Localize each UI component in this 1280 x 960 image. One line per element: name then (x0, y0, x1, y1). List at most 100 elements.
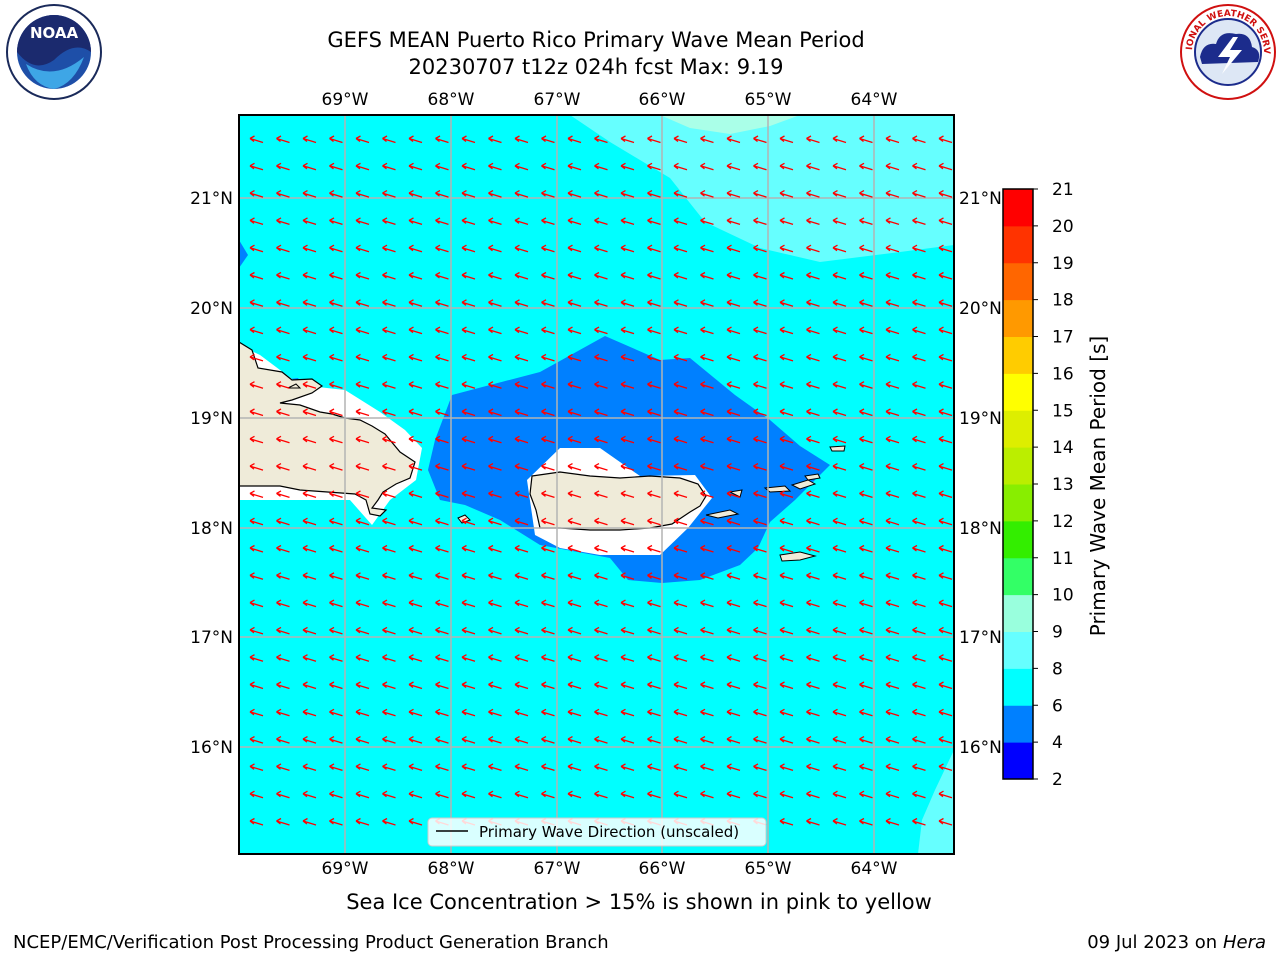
direction-arrow (726, 435, 741, 444)
ocean-period-9-southeast (918, 750, 954, 854)
direction-arrow (726, 190, 741, 198)
direction-arrow (832, 162, 847, 171)
direction-arrow (753, 736, 767, 744)
direction-arrow (594, 299, 608, 307)
direction-arrow (488, 408, 502, 417)
direction-arrow (408, 599, 423, 608)
direction-arrow (355, 435, 370, 444)
direction-arrow (435, 271, 449, 280)
lat-labels-left: 21°N 20°N 19°N 18°N 17°N 16°N (190, 189, 233, 758)
direction-arrow (567, 463, 582, 471)
direction-arrow (514, 190, 529, 198)
direction-arrow (302, 517, 317, 526)
direction-arrow (912, 490, 926, 499)
direction-arrow (302, 463, 317, 471)
direction-arrow (700, 135, 714, 144)
direction-arrow (488, 490, 502, 499)
direction-arrow (726, 654, 741, 662)
direction-arrow (408, 244, 423, 253)
direction-arrow (249, 681, 264, 690)
direction-arrow (461, 408, 476, 417)
direction-arrow (408, 490, 423, 499)
colorbar-tick-label: 19 (1052, 254, 1074, 274)
lat-label: 21°N (190, 189, 233, 209)
direction-arrow (806, 790, 820, 799)
direction-arrow (514, 326, 529, 335)
direction-arrow (514, 217, 529, 226)
direction-arrow (673, 681, 688, 690)
direction-arrow (461, 544, 476, 553)
direction-arrow (249, 463, 264, 471)
direction-arrow (620, 190, 635, 198)
direction-arrow (885, 271, 900, 280)
direction-arrow (302, 572, 317, 580)
direction-arrow (938, 544, 953, 553)
ocean-period-10-north (660, 115, 800, 134)
direction-arrow (912, 736, 926, 744)
colorbar-tick-label: 17 (1052, 328, 1074, 348)
direction-arrow (488, 299, 502, 307)
direction-arrow (594, 463, 608, 471)
lon-label: 66°W (639, 90, 686, 110)
direction-arrow (329, 681, 343, 690)
colorbar-tick-label: 11 (1052, 549, 1074, 569)
direction-arrow (647, 435, 661, 444)
direction-arrow (859, 162, 873, 171)
direction-arrow (249, 244, 264, 253)
direction-arrow (541, 244, 555, 253)
direction-arrow (461, 463, 476, 471)
direction-arrow (382, 626, 396, 635)
direction-arrow (382, 435, 396, 444)
direction-arrow (673, 326, 688, 335)
direction-arrow (567, 736, 582, 744)
direction-arrow (700, 353, 714, 362)
colorbar-tick-label: 18 (1052, 291, 1074, 311)
direction-arrow (859, 435, 873, 444)
direction-arrow (912, 572, 926, 580)
direction-arrow (859, 817, 873, 826)
direction-arrow (302, 353, 317, 362)
direction-arrow (541, 654, 555, 662)
direction-arrow (938, 817, 953, 826)
direction-arrow (832, 381, 847, 389)
direction-arrow (567, 190, 582, 198)
direction-arrow (249, 817, 264, 826)
direction-arrow (567, 299, 582, 307)
direction-arrow (779, 681, 794, 690)
direction-arrow (726, 736, 741, 744)
direction-arrow (779, 190, 794, 198)
direction-arrow (355, 463, 370, 471)
sea-ice-caption: Sea Ice Concentration > 15% is shown in … (346, 890, 932, 914)
direction-arrow (514, 572, 529, 580)
direction-arrow (382, 790, 396, 799)
direction-arrow (700, 408, 714, 417)
direction-arrow (700, 599, 714, 608)
direction-arrow (620, 353, 635, 362)
direction-arrow (382, 326, 396, 335)
direction-arrow (435, 654, 449, 662)
direction-arrow (806, 381, 820, 389)
direction-arrow (329, 217, 343, 226)
direction-arrow (753, 408, 767, 417)
direction-arrow (488, 381, 502, 389)
direction-arrow (276, 763, 290, 772)
direction-arrow (514, 271, 529, 280)
lat-label: 20°N (190, 299, 233, 319)
direction-arrow (647, 790, 661, 799)
direction-arrow (726, 626, 741, 635)
direction-arrow (408, 135, 423, 144)
direction-arrow (620, 626, 635, 635)
direction-arrow (594, 353, 608, 362)
direction-arrow (912, 681, 926, 690)
direction-arrow (885, 490, 900, 499)
direction-arrow (753, 790, 767, 799)
direction-arrow (302, 217, 317, 226)
direction-arrow (567, 708, 582, 717)
direction-arrow (249, 763, 264, 772)
direction-arrow (647, 190, 661, 198)
direction-arrow (700, 544, 714, 553)
direction-arrow (700, 217, 714, 226)
direction-arrow (806, 299, 820, 307)
direction-arrow (832, 299, 847, 307)
direction-arrow (885, 190, 900, 198)
